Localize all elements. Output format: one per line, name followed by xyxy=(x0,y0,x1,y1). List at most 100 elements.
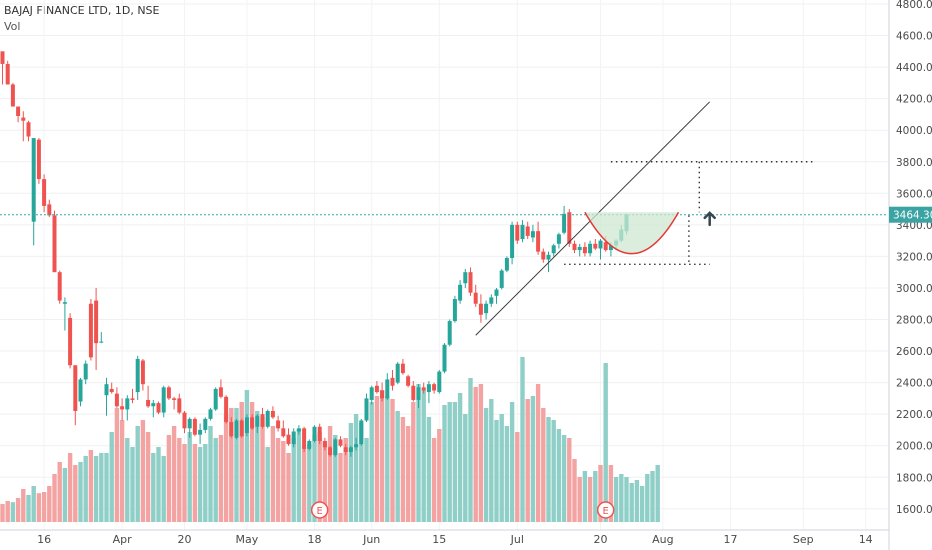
volume-bar xyxy=(312,435,317,522)
volume-bar xyxy=(504,426,510,522)
candle-body xyxy=(541,251,546,260)
volume-bar xyxy=(166,435,172,522)
candle-body xyxy=(104,384,109,396)
volume-bar xyxy=(353,414,359,522)
candle-body xyxy=(572,243,577,251)
volume-bar xyxy=(613,477,619,522)
grid xyxy=(0,0,888,530)
candle-body xyxy=(151,403,156,407)
volume-bar xyxy=(317,432,322,522)
price-tick-label: 1800.00 xyxy=(896,472,932,484)
volume-bar xyxy=(348,423,354,522)
volume-bar xyxy=(447,402,452,522)
chart-title: BAJAJ FINANCE LTD, 1D, NSE xyxy=(4,4,160,17)
candle-body xyxy=(333,439,338,456)
candle-body xyxy=(203,418,208,430)
volume-bar xyxy=(67,453,73,522)
volume-bar xyxy=(135,426,140,522)
candle-body xyxy=(26,122,31,137)
candle-body xyxy=(265,410,270,427)
candle-body xyxy=(380,390,385,399)
candle-body xyxy=(322,440,327,448)
volume-bar xyxy=(275,438,281,522)
candle-body xyxy=(198,429,203,435)
volume-bar xyxy=(499,414,504,522)
candle-body xyxy=(0,51,5,64)
volume-bar xyxy=(62,468,68,522)
candle-body xyxy=(177,398,182,413)
volume-bar xyxy=(619,474,624,522)
time-tick-label: Aug xyxy=(652,533,673,546)
time-tick-label: Apr xyxy=(113,533,133,546)
volume-bar xyxy=(145,432,151,522)
volume-bar xyxy=(234,408,239,522)
volume-bar xyxy=(73,465,78,522)
candle-body xyxy=(31,138,36,222)
earnings-marker xyxy=(596,501,615,519)
volume-bar xyxy=(639,486,645,522)
candle-body xyxy=(385,379,390,399)
candle-body xyxy=(520,224,525,240)
candle-body xyxy=(400,363,405,374)
volume-bar xyxy=(114,408,120,522)
candle-body xyxy=(281,428,286,437)
volume-bar xyxy=(572,459,577,522)
volume-bar xyxy=(468,378,473,522)
candle-body xyxy=(21,117,26,121)
candle-body xyxy=(182,412,187,429)
volume-bar xyxy=(208,426,213,522)
candle-body xyxy=(161,387,166,413)
volume-bar xyxy=(525,399,530,522)
volume-bar xyxy=(338,453,343,522)
candle-body xyxy=(416,387,421,400)
candle-body xyxy=(146,399,151,407)
candle-body xyxy=(208,409,213,419)
volume-bar xyxy=(431,438,437,522)
candle-body xyxy=(291,431,296,445)
time-tick-label: 16 xyxy=(37,533,51,546)
volume-bar xyxy=(104,453,109,522)
candle-body xyxy=(57,272,62,301)
volume-bar xyxy=(416,384,421,522)
volume-bar xyxy=(15,498,21,522)
candle-body xyxy=(302,428,307,449)
volume-bar xyxy=(281,441,286,522)
candle-body xyxy=(489,297,494,304)
volume-bar xyxy=(582,471,588,522)
volume-bar xyxy=(587,477,593,522)
candle-body xyxy=(187,418,192,429)
candle-body xyxy=(270,410,275,418)
candle-body xyxy=(536,231,541,252)
candle-body xyxy=(343,447,348,453)
candle-body xyxy=(359,420,364,445)
cup-curve xyxy=(584,211,680,255)
volume-bar xyxy=(187,432,192,522)
volume-bar xyxy=(390,399,395,522)
candle-body xyxy=(390,377,395,386)
candle-body xyxy=(338,439,343,446)
volume-bar xyxy=(598,465,603,522)
candle-body xyxy=(562,213,567,233)
volume-bar xyxy=(36,493,42,522)
price-tick-label: 4600.00 xyxy=(896,31,932,43)
volume-bar xyxy=(26,495,31,522)
volume-bar xyxy=(265,447,270,522)
volume-bar xyxy=(645,474,650,522)
volume-bar xyxy=(125,438,130,522)
candle-body xyxy=(510,224,515,258)
price-tick-label: 3200.00 xyxy=(896,251,932,263)
volume-bar xyxy=(478,384,484,522)
price-tick-label: 2800.00 xyxy=(896,315,932,327)
candle-body xyxy=(172,398,177,400)
candle-body xyxy=(504,257,509,271)
candle-body xyxy=(307,440,312,449)
candle-body xyxy=(16,106,21,117)
candle-body xyxy=(452,298,457,322)
candle-body xyxy=(10,84,15,107)
candle-body xyxy=(42,179,47,206)
candle-body xyxy=(276,420,281,429)
volume-bar xyxy=(47,486,52,522)
time-tick-label: 14 xyxy=(859,533,873,546)
